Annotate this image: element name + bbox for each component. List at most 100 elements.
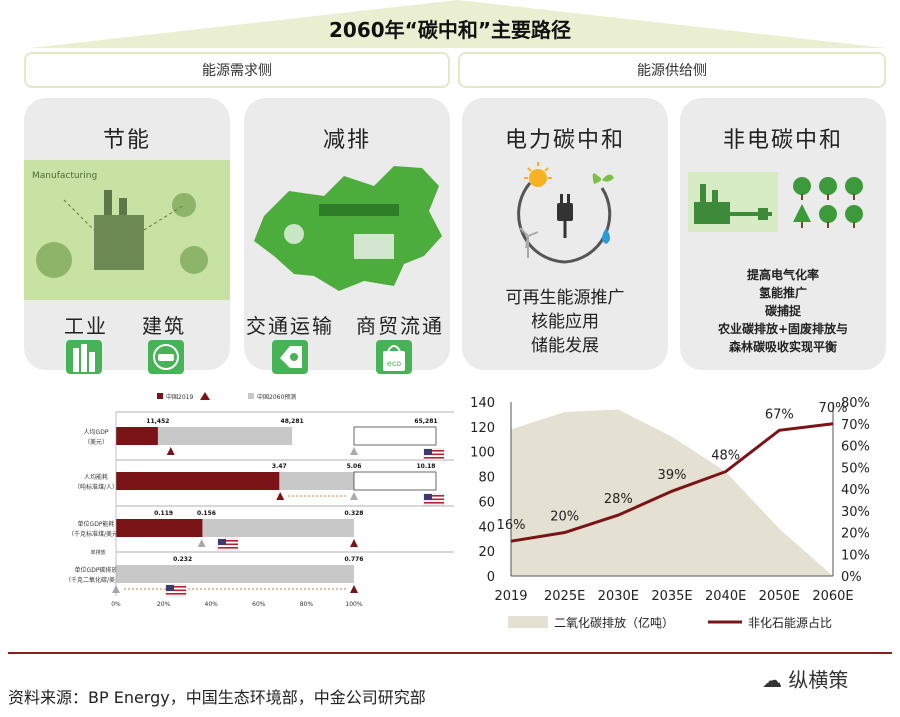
flag-stripe xyxy=(166,589,186,592)
legend-swatch-area xyxy=(508,616,548,628)
row-label: 单位GDP能耗 xyxy=(78,520,115,528)
marker-2019 xyxy=(166,447,175,455)
legend-swatch xyxy=(248,393,254,399)
data-label: 70% xyxy=(819,401,848,416)
flag-stripe xyxy=(218,547,238,549)
row-label: （千克标准煤/美元） xyxy=(68,530,124,538)
wechat-icon: ☁ xyxy=(762,668,789,692)
data-label: 28% xyxy=(604,492,633,507)
us-flag-icon xyxy=(217,538,239,551)
data-label: 0.232 xyxy=(173,556,192,563)
measure-line: 氢能推广 xyxy=(758,286,807,300)
data-label: 11,452 xyxy=(146,418,169,425)
manufacturing-image: Manufacturing xyxy=(24,160,230,300)
forest-icon xyxy=(793,177,863,228)
y2-tick-label: 20% xyxy=(841,527,870,542)
data-label: 67% xyxy=(765,407,794,422)
flag-canton xyxy=(166,585,174,591)
y2-tick-label: 80% xyxy=(841,396,870,411)
legend-marker xyxy=(200,392,210,400)
eco-label: eco xyxy=(387,359,401,368)
recycle-tag-icon xyxy=(272,340,308,374)
demand-side-header: 能源需求侧 xyxy=(24,52,450,88)
x-tick-label: 2050E xyxy=(759,589,800,604)
row-label: 单位GDP碳排放 xyxy=(75,566,118,574)
flag-stripe xyxy=(424,495,444,497)
marker-2019 xyxy=(350,539,358,547)
bar-2019 xyxy=(116,472,280,490)
page-title: 2060年“碳中和”主要路径 xyxy=(329,18,571,42)
y2-tick-label: 10% xyxy=(841,548,870,563)
data-label: 20% xyxy=(550,510,579,525)
y2-tick-label: 40% xyxy=(841,483,870,498)
y-tick-label: 100 xyxy=(470,446,495,461)
flag-canton xyxy=(424,449,432,455)
bar-2060 xyxy=(116,565,354,583)
label-industry: 工业 xyxy=(64,314,108,338)
x-tick-label: 2019 xyxy=(494,589,527,604)
x-tick-label: 100% xyxy=(345,601,362,608)
y-tick-label: 120 xyxy=(470,421,495,436)
flag-stripe xyxy=(424,502,444,504)
flag-stripe xyxy=(424,450,444,452)
panel-emission-reduction: 减排 交通运输 商贸流通 eco xyxy=(244,98,450,374)
y-tick-label: 40 xyxy=(478,520,495,535)
label-transport: 交通运输 xyxy=(246,314,334,338)
y2-tick-label: 60% xyxy=(841,440,870,455)
marker-2060 xyxy=(350,447,358,455)
data-label: 0.776 xyxy=(345,556,364,563)
row-label: 人均能耗 xyxy=(84,473,108,481)
marker-2019 xyxy=(276,492,285,500)
marker-2060 xyxy=(350,492,358,500)
x-tick-label: 60% xyxy=(252,601,266,608)
source-note: 资料来源：BP Energy，中国生态环境部，中金公司研究部 xyxy=(8,688,426,707)
non-power-measures: 提高电气化率 氢能推广 碳捕捉 农业碳排放+固废排放与 森林碳吸收实现平衡 xyxy=(680,266,886,356)
us-flag-icon xyxy=(423,448,445,461)
measure-line: 森林碳吸收实现平衡 xyxy=(728,340,837,354)
flag-stripe xyxy=(218,543,238,546)
row-label: （美元） xyxy=(84,438,108,446)
watermark: ☁ 纵横策 xyxy=(762,668,849,692)
y-tick-label: 60 xyxy=(478,495,495,510)
bar-us xyxy=(353,426,437,446)
us-flag-icon xyxy=(423,493,445,506)
x-tick-label: 2030E xyxy=(598,589,639,604)
bar-us xyxy=(353,471,437,491)
label-building: 建筑 xyxy=(142,314,186,338)
measure-line: 农业碳排放+固废排放与 xyxy=(717,322,849,336)
power-measures: 可再生能源推广 核能应用 储能发展 xyxy=(462,286,668,358)
flag-stripe xyxy=(166,593,186,595)
eco-bag-icon: eco xyxy=(376,340,412,374)
data-label: 65,281 xyxy=(414,418,437,425)
us-flag-icon xyxy=(165,584,187,597)
flag-canton xyxy=(424,494,432,500)
bar-2060 xyxy=(116,427,293,445)
small-note: 单排放 xyxy=(90,549,105,556)
row-label: 人均GDP xyxy=(84,428,109,436)
flag-stripe xyxy=(424,457,444,459)
y2-tick-label: 50% xyxy=(841,461,870,476)
x-tick-label: 2025E xyxy=(544,589,585,604)
row-label: （吨标准煤/人） xyxy=(74,483,118,491)
x-tick-label: 2040E xyxy=(705,589,746,604)
flag-stripe xyxy=(218,540,238,542)
flag-stripe xyxy=(424,498,444,501)
y2-tick-label: 0% xyxy=(841,570,862,585)
china-map-image xyxy=(254,166,442,291)
marker-2060 xyxy=(197,539,206,547)
data-label: 10.18 xyxy=(417,463,436,470)
legend-label: 中国2060预测 xyxy=(257,393,296,401)
panel-title: 节能 xyxy=(102,128,151,153)
data-label: 5.06 xyxy=(347,463,362,470)
x-tick-label: 40% xyxy=(205,601,219,608)
measure-line: 碳捕捉 xyxy=(764,304,801,318)
y-tick-label: 80 xyxy=(478,471,495,486)
data-label: 39% xyxy=(658,468,687,483)
legend-label: 二氧化碳排放（亿吨） xyxy=(554,615,674,630)
image-caption: Manufacturing xyxy=(32,171,97,181)
legend-label: 非化石能源占比 xyxy=(748,615,832,630)
x-tick-label: 2060E xyxy=(812,589,853,604)
header-triangle xyxy=(30,0,886,48)
building-icon xyxy=(66,340,102,374)
